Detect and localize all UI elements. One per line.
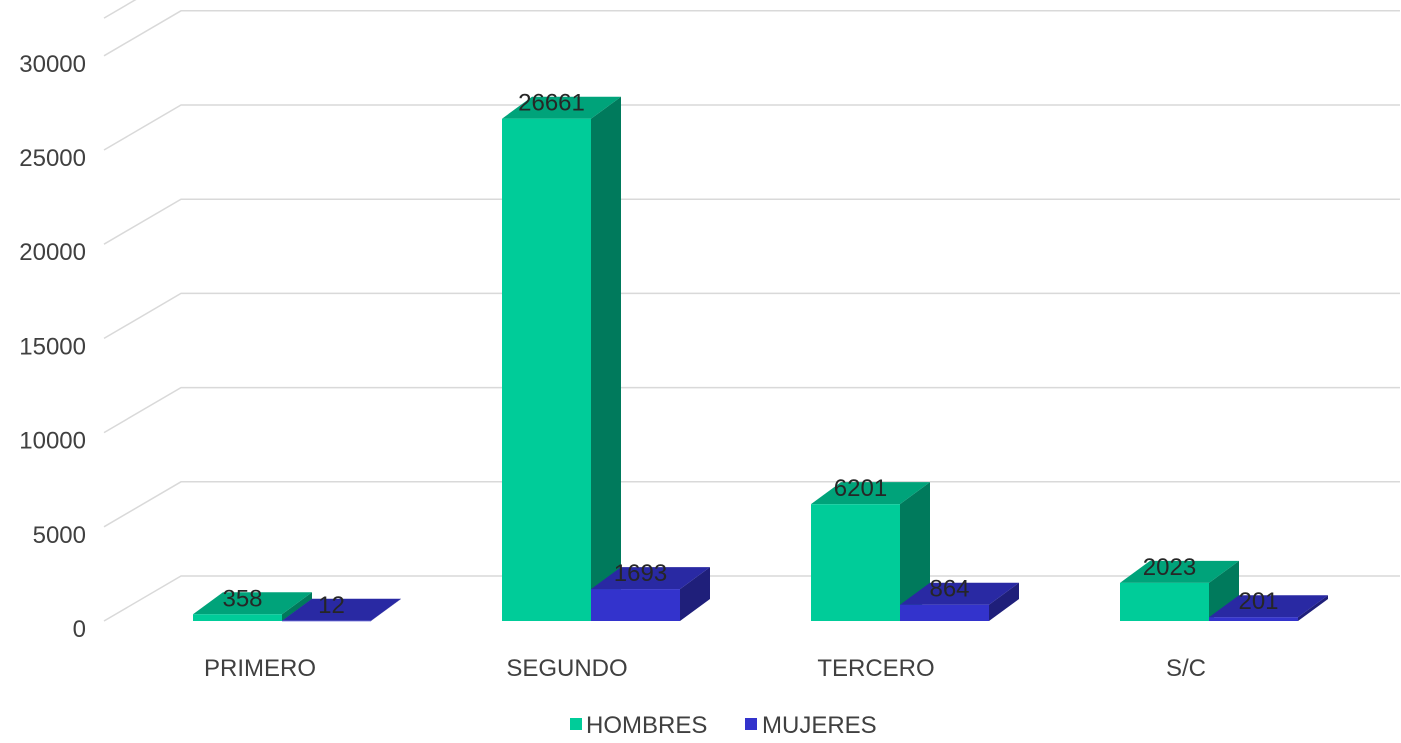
bar <box>502 96 621 621</box>
y-tick-label: 20000 <box>19 239 86 266</box>
bar <box>811 482 930 621</box>
bar-front <box>591 589 680 621</box>
grid-layer <box>103 0 1400 622</box>
data-label: 2023 <box>1143 554 1196 581</box>
bar-top <box>900 582 1019 605</box>
data-label: 26661 <box>518 90 585 117</box>
data-label: 201 <box>1238 588 1278 615</box>
legend-swatch <box>745 718 757 730</box>
bar-side <box>989 582 1019 621</box>
bar-front <box>502 118 591 621</box>
bar-front <box>900 604 989 621</box>
y-tick-label: 5000 <box>33 522 86 549</box>
bar <box>591 567 710 621</box>
bars-layer <box>193 96 1328 622</box>
bar-top <box>193 592 312 615</box>
bar-front <box>1120 582 1209 621</box>
data-label: 864 <box>929 576 969 603</box>
bar-side <box>680 567 710 621</box>
bar <box>1209 595 1328 621</box>
bar <box>193 592 312 621</box>
gridline <box>103 0 137 19</box>
bar-front <box>1209 617 1298 621</box>
y-tick-label: 0 <box>73 616 86 643</box>
data-label: 12 <box>318 592 345 619</box>
gridline <box>103 481 1400 528</box>
data-label: 358 <box>222 585 262 612</box>
bar-side <box>1209 560 1239 621</box>
data-label: 1693 <box>614 560 667 587</box>
bar-front <box>282 620 371 622</box>
bar-top <box>591 567 710 590</box>
bar-front <box>193 614 282 621</box>
bar-top <box>811 482 930 505</box>
bar-front <box>811 504 900 621</box>
legend-item: MUJERES <box>745 712 877 739</box>
bar-side <box>591 96 621 621</box>
y-axis: 0 5000 10000 15000 20000 25000 30000 <box>19 51 86 643</box>
bar-top <box>282 598 401 621</box>
y-tick-label: 30000 <box>19 51 86 78</box>
x-tick-label: S/C <box>1166 655 1206 682</box>
gridline <box>103 198 1400 245</box>
bar <box>282 598 401 622</box>
y-tick-label: 25000 <box>19 145 86 172</box>
x-tick-label: SEGUNDO <box>506 655 627 682</box>
bar-top <box>1120 560 1239 583</box>
data-labels-layer: 358 12 26661 1693 6201 864 2023 201 <box>222 90 1278 619</box>
legend-label: HOMBRES <box>586 712 707 738</box>
data-label: 6201 <box>834 475 887 502</box>
gridline <box>103 386 1400 434</box>
bar <box>900 582 1019 621</box>
bar-top <box>502 96 621 119</box>
gridline <box>103 104 1400 151</box>
y-tick-label: 15000 <box>19 333 86 360</box>
gridline <box>103 292 1400 340</box>
x-axis: PRIMERO SEGUNDO TERCERO S/C <box>204 655 1206 682</box>
legend-label: MUJERES <box>762 712 877 738</box>
legend: HOMBRES MUJERES <box>570 712 877 739</box>
x-tick-label: PRIMERO <box>204 655 316 682</box>
gridline <box>103 575 1400 622</box>
bar-side <box>900 482 930 621</box>
bar-side <box>282 592 312 621</box>
bar <box>1120 560 1239 621</box>
x-tick-label: TERCERO <box>817 655 934 682</box>
y-tick-label: 10000 <box>19 428 86 455</box>
legend-swatch <box>570 718 582 730</box>
gridline <box>103 10 1400 57</box>
bar-top <box>1209 595 1328 618</box>
bar-side <box>1298 595 1328 621</box>
legend-item: HOMBRES <box>570 712 707 739</box>
bar-side <box>371 598 401 621</box>
